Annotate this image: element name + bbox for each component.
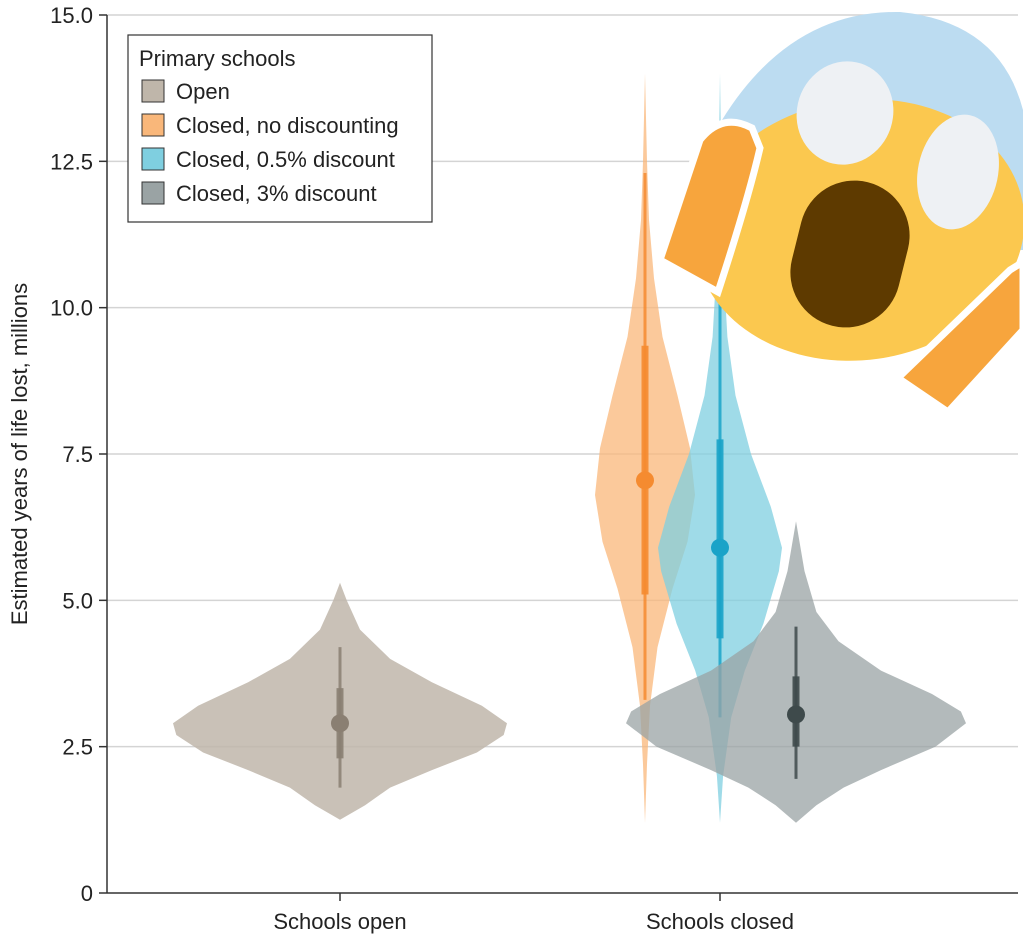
violin-median-point [636,471,654,490]
violin-open [173,582,507,820]
x-ticks: Schools open Schools closed [273,893,794,934]
legend-label: Open [176,79,230,104]
legend-swatch [141,79,165,103]
legend-label: Closed, 3% discount [176,181,377,206]
violin-median-point [711,538,729,557]
y-tick-label: 15.0 [50,3,93,28]
x-tick-label: Schools open [273,909,406,934]
y-axis-title: Estimated years of life lost, millions [7,283,32,625]
screaming-face-emoji-icon [655,11,1023,417]
violin-closed-no-discounting [595,73,695,823]
legend-swatch [141,113,165,137]
violin-layer [173,73,966,823]
y-tick-label: 12.5 [50,149,93,174]
legend-label: Closed, no discounting [176,113,399,138]
legend: Primary schools Open Closed, no discounti… [127,34,433,223]
y-tick-label: 5.0 [62,588,93,613]
violin-closed-3-discount [626,521,966,823]
y-tick-label: 7.5 [62,442,93,467]
violin-median-point [331,714,349,733]
legend-swatch [141,181,165,205]
y-ticks: 0 2.5 5.0 7.5 10.0 12.5 15.0 [50,3,107,906]
violin-median-point [787,705,805,724]
legend-frame [127,34,433,223]
legend-items: Open Closed, no discounting Closed, 0.5% d… [141,79,399,206]
legend-swatch [141,147,165,171]
y-tick-label: 2.5 [62,735,93,760]
y-tick-label: 10.0 [50,296,93,321]
violin-closed-0-5-discount [658,73,782,823]
legend-label: Closed, 0.5% discount [176,147,395,172]
x-tick-label: Schools closed [646,909,794,934]
y-tick-label: 0 [81,881,93,906]
legend-title: Primary schools [139,46,295,71]
